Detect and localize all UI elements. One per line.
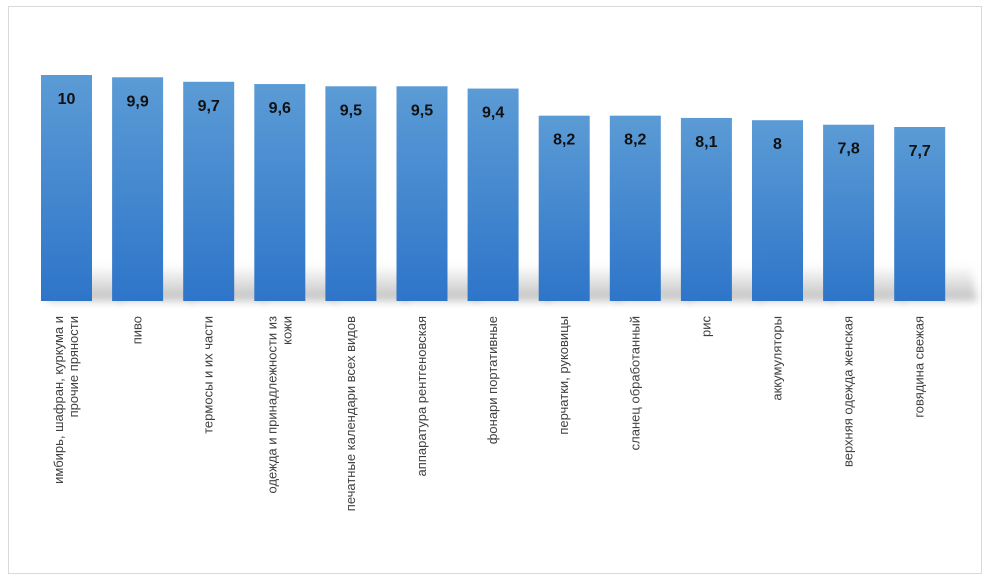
category-label-line: кожи: [279, 316, 294, 345]
category-label-line: верхняя одежда женская: [841, 316, 856, 467]
data-label: 9,7: [198, 98, 220, 115]
category-label: печатные календари всех видов: [343, 316, 358, 511]
bar: [680, 117, 732, 301]
bar: [112, 77, 164, 301]
category-label-line: термосы и их части: [201, 316, 216, 434]
bar: [752, 120, 803, 301]
bar: [467, 88, 519, 301]
category-label-line: аккумуляторы: [770, 316, 785, 401]
category-label-line: рис: [698, 316, 713, 337]
category-label: термосы и их части: [201, 316, 216, 434]
bar: [254, 84, 306, 301]
category-label: аппаратура рентгеновская: [414, 316, 429, 476]
bars: [41, 75, 946, 302]
data-label: 8,2: [553, 132, 575, 149]
category-label: рис: [698, 316, 713, 337]
data-label: 7,8: [837, 141, 859, 158]
data-label: 8: [773, 136, 782, 153]
bar: [538, 115, 590, 302]
category-label-line: фонари портативные: [485, 316, 500, 444]
category-label: одежда и принадлежности из кожи: [264, 316, 294, 494]
bar: [41, 75, 92, 301]
data-label: 9,4: [482, 105, 504, 122]
category-label-line: одежда и принадлежности из: [264, 316, 279, 494]
bar: [183, 81, 235, 301]
data-label: 9,5: [411, 102, 433, 119]
bar: [396, 86, 448, 301]
data-label: 7,7: [909, 143, 931, 160]
bar: [894, 126, 946, 301]
bar: [609, 115, 661, 302]
data-label: 8,2: [624, 132, 646, 149]
category-label-line: прочие пряности: [66, 316, 81, 417]
category-label-line: сланец обработанный: [627, 316, 642, 450]
data-label: 9,6: [269, 100, 291, 117]
bar: [325, 86, 377, 301]
category-label-line: печатные календари всех видов: [343, 316, 358, 511]
category-label-line: имбирь, шафран, куркума и: [51, 316, 66, 484]
data-label: 9,9: [126, 93, 148, 110]
category-label: перчатки, руковицы: [556, 316, 571, 435]
bar: [823, 124, 875, 301]
data-label: 10: [58, 91, 76, 108]
data-label: 8,1: [695, 134, 717, 151]
category-label-line: говядина свежая: [912, 316, 927, 418]
category-label: говядина свежая: [912, 316, 927, 418]
category-label-line: перчатки, руковицы: [556, 316, 571, 435]
data-label: 9,5: [340, 102, 362, 119]
category-labels: имбирь, шафран, куркума и прочие пряности…: [51, 316, 927, 512]
category-label: аккумуляторы: [770, 316, 785, 401]
category-label: верхняя одежда женская: [841, 316, 856, 467]
category-label-line: аппаратура рентгеновская: [414, 316, 429, 476]
category-label-line: пиво: [130, 316, 145, 344]
category-label: имбирь, шафран, куркума и прочие пряности: [51, 316, 81, 484]
value-labels: 10 9,9 9,7 9,6 9,5 9,5 9,4 8,2 8,2 8,1 8 7,8 7,7: [58, 91, 931, 160]
category-label: сланец обработанный: [627, 316, 642, 450]
category-label: пиво: [130, 316, 145, 344]
category-label: фонари портативные: [485, 316, 500, 444]
